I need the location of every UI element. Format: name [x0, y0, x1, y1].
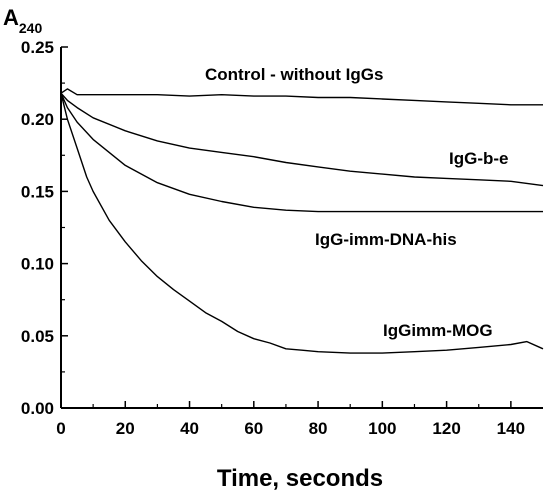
- series-line-iggimm-mog: [60, 93, 544, 354]
- x-tick-label: 80: [309, 419, 328, 438]
- y-tick-label: 0.05: [21, 327, 54, 346]
- x-axis-title: Time, seconds: [217, 465, 383, 492]
- y-tick-label: 0.25: [21, 38, 54, 57]
- series-line-control: [60, 88, 543, 106]
- y-axis-title: A240: [3, 5, 42, 36]
- x-tick-label: 120: [432, 419, 460, 438]
- x-tick-label: 0: [56, 419, 65, 438]
- series-label-control: Control - without IgGs: [205, 65, 383, 84]
- x-axis-ticks: 0 20 40 60 80 100 120 140: [56, 401, 525, 438]
- series-lines: [60, 88, 544, 354]
- series-line-igg-imm-dna-his: [60, 92, 543, 213]
- series-line-igg-b-e: [60, 92, 544, 187]
- x-tick-label: 140: [497, 419, 525, 438]
- y-axis-title-subscript: 240: [19, 20, 43, 36]
- plot-area: 0 20 40 60 80 100 120 140 0.000.050.100.150.200…: [21, 38, 544, 438]
- series-label-igg-imm-dna-his: IgG-imm-DNA-his: [315, 230, 457, 249]
- series-label-iggimm-mog: IgGimm-MOG: [383, 321, 493, 340]
- y-tick-label: 0.10: [21, 255, 54, 274]
- x-tick-label: 20: [116, 419, 135, 438]
- y-axis-ticks: 0.00 0.05 0.10 0.15 0.20 0.25: [21, 38, 68, 418]
- y-axis-title-main: A: [3, 5, 19, 30]
- y-tick-label: 0.00: [21, 399, 54, 418]
- x-tick-label: 60: [244, 419, 263, 438]
- y-tick-label: 0.20: [21, 110, 54, 129]
- x-tick-label: 40: [180, 419, 199, 438]
- series-label-igg-b-e: IgG-b-e: [449, 149, 509, 168]
- x-tick-label: 100: [368, 419, 396, 438]
- y-tick-label: 0.15: [21, 182, 54, 201]
